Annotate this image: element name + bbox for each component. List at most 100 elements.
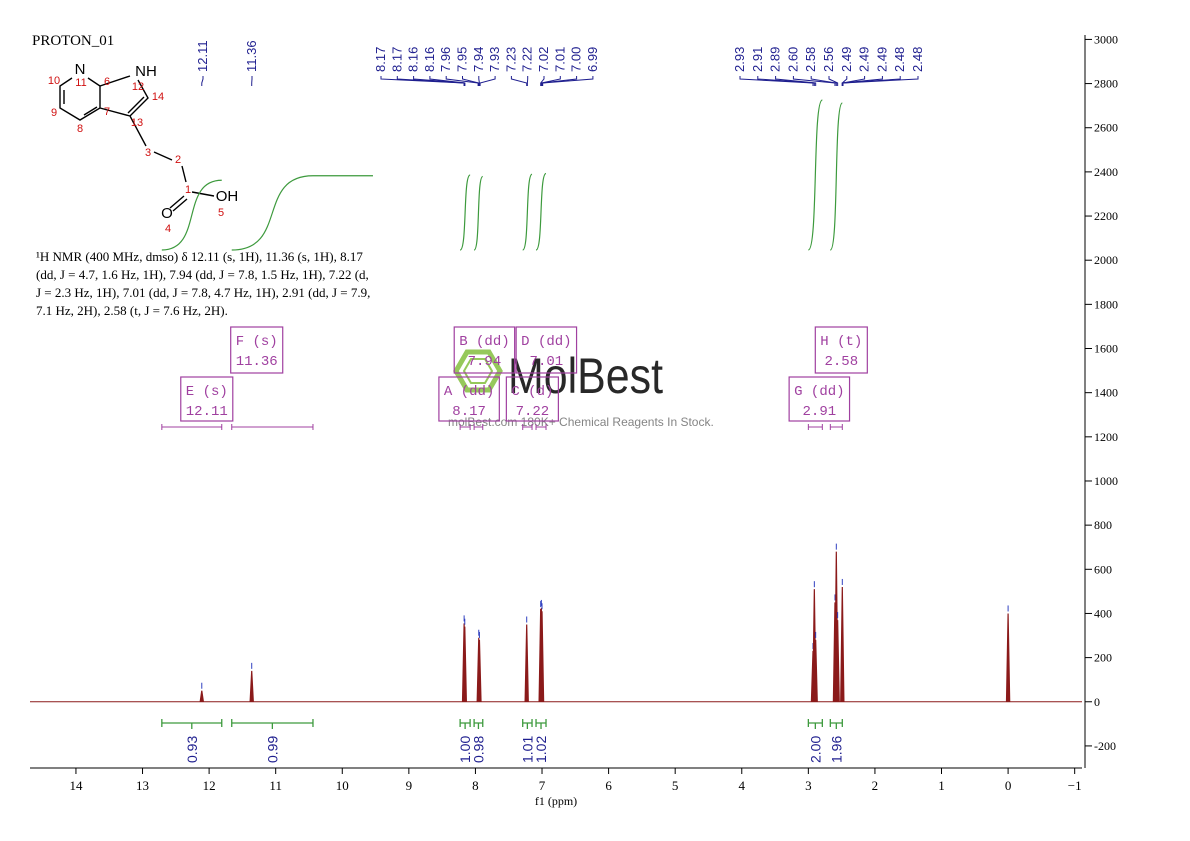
multiplet-range — [535, 424, 547, 430]
integral-label: 1.01 — [519, 736, 535, 763]
atom-number: 10 — [48, 75, 60, 87]
spectrum-peak — [539, 611, 545, 702]
multiplet-range — [161, 424, 223, 430]
multiplet-box — [453, 326, 516, 374]
multiplet-box — [788, 376, 851, 422]
integral-curve — [459, 174, 471, 251]
peak-label-connector — [479, 76, 496, 86]
integral-curve — [473, 175, 484, 251]
y-tick-label: 0 — [1094, 695, 1100, 709]
x-tick-label: 14 — [69, 778, 83, 793]
integral-label: 1.96 — [828, 736, 844, 763]
integral-range — [161, 719, 223, 729]
peak-label: 7.96 — [438, 47, 453, 72]
multiplet-box — [438, 376, 500, 422]
peak-label-connector — [396, 76, 465, 86]
integral-curve — [522, 173, 533, 251]
peak-label: 2.49 — [839, 47, 854, 72]
spectrum-peak — [477, 639, 482, 702]
peak-label: 8.17 — [373, 47, 388, 72]
y-tick-label: 1800 — [1094, 297, 1118, 311]
peak-label-connector — [540, 76, 545, 86]
x-tick-label: 0 — [1005, 778, 1012, 793]
atom-number: 4 — [165, 223, 171, 235]
y-tick-label: 200 — [1094, 651, 1112, 665]
peak-label-connector — [462, 76, 480, 86]
integral-range — [807, 719, 823, 729]
multiplet-range — [459, 424, 471, 430]
y-tick-label: 3000 — [1094, 32, 1118, 46]
peak-label: 2.93 — [732, 47, 747, 72]
integral-curve — [829, 102, 843, 251]
y-tick-label: 600 — [1094, 562, 1112, 576]
watermark-brand: MolBest — [508, 348, 663, 404]
y-tick-label: 2200 — [1094, 209, 1118, 223]
integral-label: 1.02 — [533, 736, 549, 763]
x-tick-label: 1 — [938, 778, 945, 793]
integral-curve — [535, 172, 547, 251]
watermark-logo — [462, 358, 494, 384]
x-tick-label: 2 — [872, 778, 879, 793]
multiplet-shift: 7.22 — [516, 404, 550, 420]
peak-label-connector — [828, 76, 839, 86]
atom-number: 9 — [51, 107, 57, 119]
peak-label: 7.95 — [455, 47, 470, 72]
atom-number: 1 — [185, 184, 191, 196]
description-line: ¹H NMR (400 MHz, dmso) δ 12.11 (s, 1H), … — [36, 249, 363, 264]
peak-label-connector — [541, 76, 578, 86]
atom-number: 6 — [104, 76, 110, 88]
x-tick-label: 3 — [805, 778, 812, 793]
multiplet-name: H (t) — [820, 334, 862, 350]
multiplet-name: E (s) — [186, 384, 228, 400]
atom-number: 14 — [152, 91, 164, 103]
watermark-tagline: molBest.com 180K+ Chemical Reagents In S… — [448, 415, 714, 429]
peak-label-connector — [510, 76, 528, 86]
peak-label-connector — [739, 76, 814, 86]
integral-curve — [161, 179, 222, 251]
atom-number: 7 — [104, 106, 110, 118]
peak-label: 2.91 — [750, 47, 765, 72]
peak-label: 11.36 — [244, 40, 259, 72]
peak-label: 2.49 — [857, 47, 872, 72]
multiplet-box — [505, 376, 559, 422]
x-axis-label: f1 (ppm) — [535, 794, 577, 808]
atom-label: O — [161, 205, 173, 222]
peak-label-connector — [478, 76, 480, 86]
multiplet-shift: 7.94 — [468, 354, 502, 370]
integral-range — [473, 719, 484, 729]
integral-curve — [231, 175, 373, 251]
multiplet-name: D (dd) — [521, 334, 571, 350]
description-line: J = 2.3 Hz, 1H), 7.01 (dd, J = 7.8, 4.7 … — [36, 285, 370, 300]
multiplet-box — [230, 326, 284, 374]
integral-label: 0.93 — [184, 736, 200, 763]
description-line: (dd, J = 4.7, 1.6 Hz, 1H), 7.94 (dd, J =… — [36, 267, 369, 282]
peak-label: 7.00 — [569, 47, 584, 72]
y-tick-label: 1200 — [1094, 430, 1118, 444]
integral-label: 2.00 — [807, 736, 823, 763]
peak-label-connector — [542, 76, 594, 86]
watermark-logo — [453, 349, 503, 393]
peak-label-connector — [445, 76, 479, 86]
peak-label: 8.16 — [422, 47, 437, 72]
peak-label-connector — [429, 76, 466, 86]
multiplet-name: A (dd) — [444, 384, 494, 400]
multiplet-shift: 7.01 — [530, 354, 564, 370]
peak-label: 12.11 — [195, 40, 210, 72]
x-tick-label: 9 — [406, 778, 413, 793]
multiplet-shift: 2.91 — [803, 404, 837, 420]
peak-label-connector — [810, 76, 837, 86]
x-tick-label: 5 — [672, 778, 679, 793]
multiplet-range — [473, 424, 484, 430]
multiplet-shift: 2.58 — [825, 354, 859, 370]
peak-label: 2.89 — [768, 47, 783, 72]
peak-label-connector — [842, 76, 919, 86]
spectrum-peak — [840, 586, 845, 702]
peak-label: 7.93 — [487, 47, 502, 72]
atom-number: 13 — [131, 117, 143, 129]
atom-number: 8 — [77, 123, 83, 135]
multiplet-name: G (dd) — [794, 384, 844, 400]
x-tick-label: −1 — [1068, 778, 1082, 793]
integral-curve — [807, 99, 823, 251]
x-tick-label: 6 — [605, 778, 612, 793]
y-tick-label: 1400 — [1094, 386, 1118, 400]
